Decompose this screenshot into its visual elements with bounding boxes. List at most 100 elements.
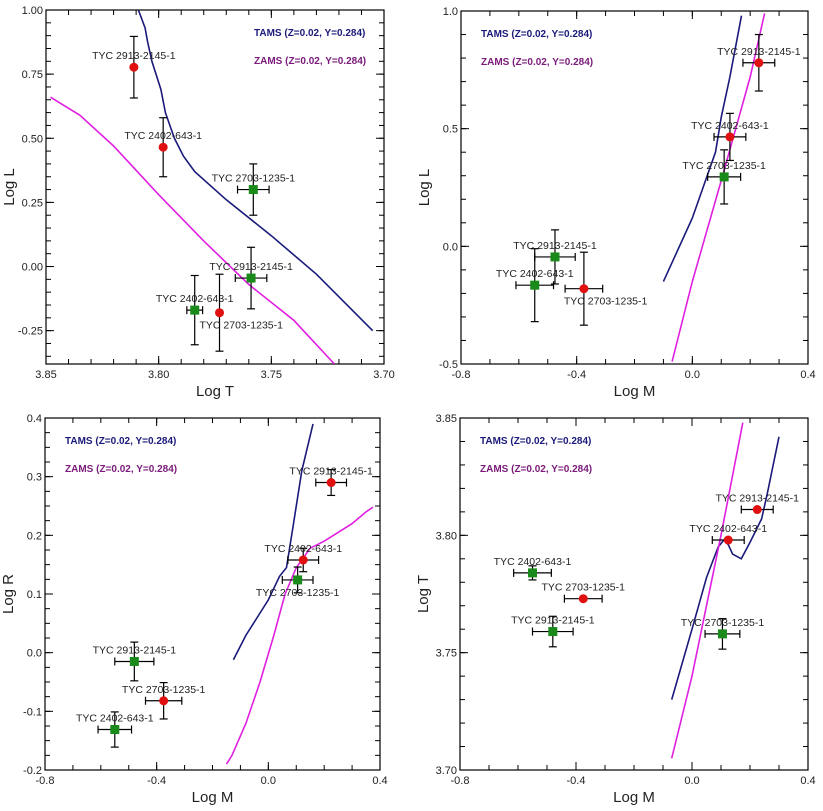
y-tick-label: -0.25	[18, 326, 43, 338]
data-point-group: TYC 2913-2145-1	[717, 33, 801, 92]
point-label: TYC 2913-2145-1	[716, 493, 800, 505]
x-tick-label: -0.4	[567, 775, 586, 787]
point-label: TYC 2402-643-1	[689, 523, 767, 535]
red-circle-marker	[298, 555, 308, 565]
green-square-marker	[528, 568, 537, 578]
y-tick-label: -0.1	[23, 706, 42, 718]
point-label: TYC 2703-1235-1	[212, 173, 296, 185]
x-tick-label: -0.8	[451, 775, 470, 787]
y-tick-label: 0.5	[443, 124, 458, 136]
x-tick-label: -0.8	[452, 369, 471, 381]
y-tick-label: 0.2	[27, 530, 42, 542]
data-point-group: TYC 2913-2145-1	[209, 246, 293, 310]
data-point-group: TYC 2402-643-1	[496, 248, 574, 323]
legend-zams: ZAMS (Z=0.02, Y=0.284)	[480, 464, 592, 475]
y-tick-label: 0.3	[27, 472, 42, 484]
green-square-marker	[246, 273, 256, 283]
green-square-marker	[190, 305, 200, 315]
point-label: TYC 2703-1235-1	[564, 296, 648, 308]
point-label: TYC 2402-643-1	[691, 120, 769, 132]
point-label: TYC 2703-1235-1	[256, 587, 340, 599]
y-tick-label: 0.75	[22, 69, 43, 81]
zams-curve	[670, 422, 744, 759]
y-tick-label: 3.80	[436, 530, 457, 542]
x-axis-title: Log M	[613, 789, 655, 806]
data-point-group: TYC 2703-1235-1	[122, 681, 206, 720]
point-label: TYC 2913-2145-1	[513, 240, 597, 252]
legend-tams: TAMS (Z=0.02, Y=0.284)	[254, 28, 365, 39]
point-label: TYC 2402-643-1	[156, 293, 234, 305]
panel-logT-logL: 3.85 3.80 3.75 3.70 -0.25 0.00 0.25 0.50 0.75 1.0…	[1, 5, 395, 400]
data-point-group: TYC 2703-1235-1	[212, 163, 296, 216]
point-label: TYC 2402-643-1	[264, 543, 342, 555]
x-tick-label: 3.80	[148, 369, 169, 381]
panel-logM-logL: -0.8 -0.4 0.0 0.4 -0.5 0.0 0.5 1.0 Log M Log L TAM…	[416, 6, 816, 400]
point-label: TYC 2402-643-1	[494, 556, 572, 568]
tams-curve	[670, 436, 780, 700]
red-circle-marker	[215, 308, 225, 318]
x-tick-label: 3.85	[35, 369, 56, 381]
red-circle-marker	[752, 505, 762, 515]
plot-frame	[45, 9, 385, 365]
y-tick-label: 0.00	[22, 262, 43, 274]
point-label: TYC 2402-643-1	[496, 268, 574, 280]
tams-curve	[137, 10, 374, 332]
red-circle-marker	[159, 696, 169, 706]
data-point-group: TYC 2402-643-1	[494, 556, 572, 581]
y-tick-label: 3.75	[436, 648, 457, 660]
green-square-marker	[550, 252, 560, 262]
y-axis-title: Log L	[1, 168, 18, 206]
y-tick-label: 0.25	[22, 197, 43, 209]
green-square-marker	[548, 627, 558, 637]
legend-tams: TAMS (Z=0.02, Y=0.284)	[480, 436, 591, 447]
green-square-marker	[110, 725, 120, 735]
x-axis-title: Log M	[192, 789, 234, 806]
legend-zams: ZAMS (Z=0.02, Y=0.284)	[254, 56, 366, 67]
point-label: TYC 2402-643-1	[124, 130, 202, 142]
panel-logM-logR: -0.8 -0.4 0.0 0.4 -0.2 -0.1 0.0 0.1 0.2 0.3 0.4 Log…	[0, 413, 388, 806]
y-axis-title: Log L	[416, 169, 433, 207]
red-circle-marker	[326, 478, 336, 488]
point-label: TYC 2913-2145-1	[717, 46, 801, 58]
y-tick-label: 1.0	[443, 6, 458, 18]
y-axis-title: Log T	[415, 575, 432, 613]
point-label: TYC 2703-1235-1	[122, 684, 206, 696]
data-point-group: TYC 2703-1235-1	[256, 566, 340, 599]
point-label: TYC 2913-2145-1	[92, 50, 176, 62]
data-point-group: TYC 2703-1235-1	[681, 617, 764, 650]
point-label: TYC 2703-1235-1	[682, 160, 766, 172]
tams-curve	[662, 15, 743, 282]
green-square-marker	[719, 172, 729, 182]
red-circle-marker	[723, 535, 733, 545]
y-tick-label: 1.00	[22, 5, 43, 17]
data-point-group: TYC 2703-1235-1	[564, 251, 648, 326]
red-circle-marker	[725, 132, 735, 142]
green-square-marker	[293, 575, 303, 585]
legend-tams: TAMS (Z=0.02, Y=0.284)	[481, 29, 592, 40]
data-point-group: TYC 2402-643-1	[156, 274, 234, 346]
x-tick-label: -0.4	[567, 369, 586, 381]
data-point-group: TYC 2913-2145-1	[511, 615, 595, 648]
point-label: TYC 2402-643-1	[76, 713, 154, 725]
x-axis-title: Log T	[196, 383, 234, 400]
red-circle-marker	[578, 594, 588, 604]
data-point-group: TYC 2703-1235-1	[200, 273, 284, 352]
point-label: TYC 2703-1235-1	[200, 320, 284, 332]
x-tick-label: 3.70	[373, 369, 394, 381]
y-tick-label: 0.50	[22, 133, 43, 145]
data-point-group: TYC 2703-1235-1	[542, 582, 625, 604]
y-tick-label: 3.70	[436, 765, 457, 777]
y-tick-label: 0.4	[27, 413, 42, 425]
y-axis-title: Log R	[0, 574, 17, 614]
y-tick-label: 0.1	[27, 589, 42, 601]
data-point-group: TYC 2703-1235-1	[682, 149, 766, 205]
green-square-marker	[248, 185, 258, 195]
y-tick-label: -0.2	[23, 765, 42, 777]
x-tick-label: 0.4	[372, 775, 387, 787]
legend-zams: ZAMS (Z=0.02, Y=0.284)	[481, 57, 593, 68]
zams-curve	[50, 96, 335, 364]
data-point-group: TYC 2913-2145-1	[716, 493, 800, 515]
x-tick-label: 0.4	[800, 775, 815, 787]
x-tick-label: 0.4	[800, 369, 815, 381]
legend-tams: TAMS (Z=0.02, Y=0.284)	[65, 436, 176, 447]
